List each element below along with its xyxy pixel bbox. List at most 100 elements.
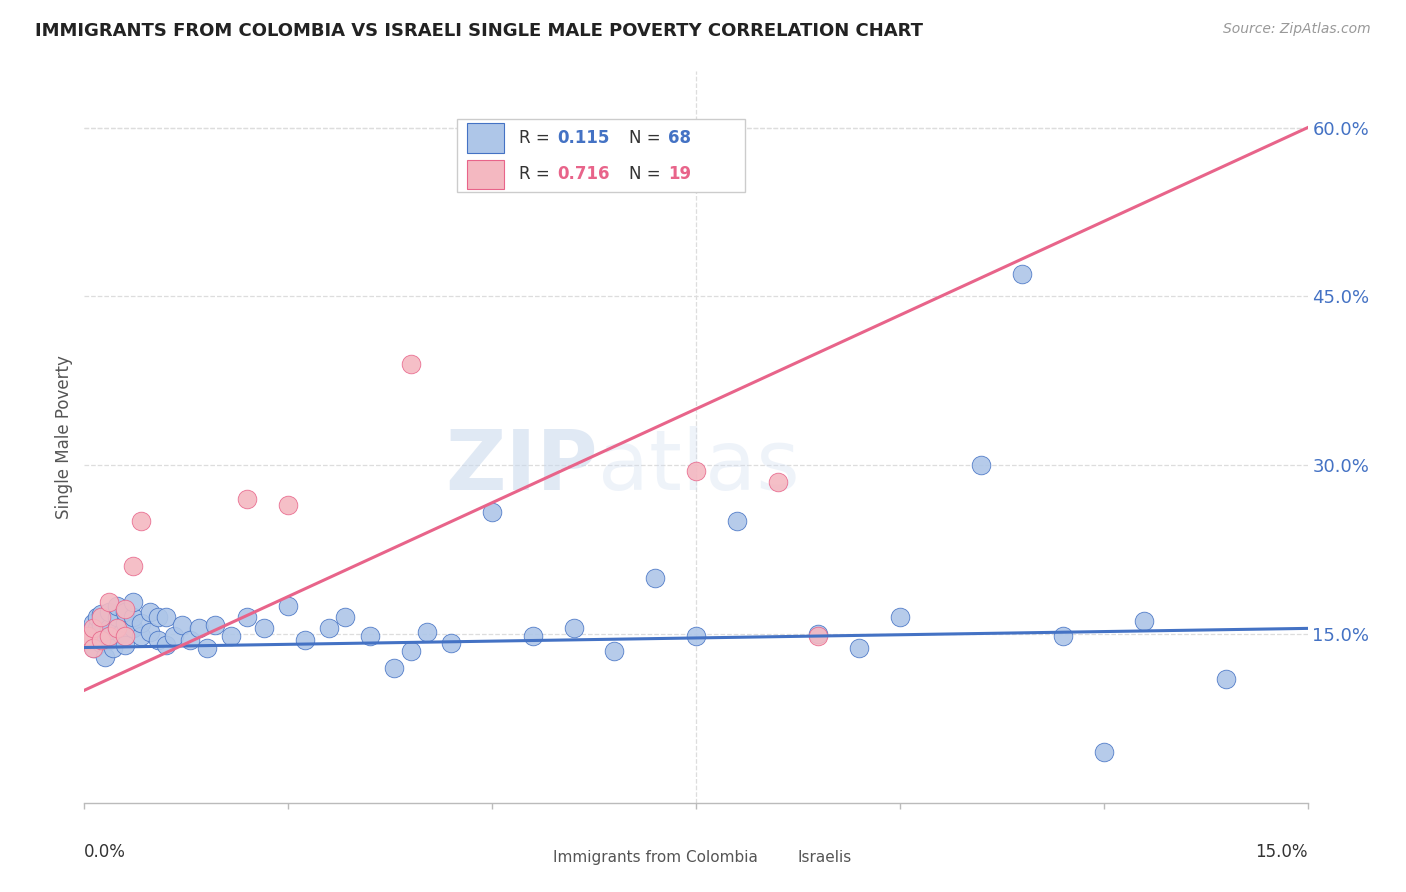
Point bbox=[105, 621, 128, 635]
Point bbox=[440, 636, 463, 650]
Point bbox=[294, 632, 316, 647]
Text: 15.0%: 15.0% bbox=[1256, 843, 1308, 861]
Text: N =: N = bbox=[628, 129, 665, 147]
Point bbox=[236, 491, 259, 506]
Point bbox=[195, 640, 218, 655]
Point bbox=[335, 610, 357, 624]
Point bbox=[399, 357, 422, 371]
Point bbox=[82, 640, 104, 655]
Point bbox=[318, 621, 340, 635]
Point bbox=[1011, 267, 1033, 281]
Text: 0.716: 0.716 bbox=[558, 166, 610, 184]
Point bbox=[76, 632, 98, 647]
Point bbox=[105, 599, 128, 613]
Text: 0.0%: 0.0% bbox=[84, 843, 127, 861]
Text: R =: R = bbox=[519, 166, 554, 184]
Point bbox=[105, 610, 128, 624]
Text: N =: N = bbox=[628, 166, 665, 184]
Point bbox=[86, 610, 108, 624]
Point bbox=[766, 475, 789, 489]
Point bbox=[1092, 745, 1115, 759]
Text: atlas: atlas bbox=[598, 425, 800, 507]
Text: Immigrants from Colombia: Immigrants from Colombia bbox=[553, 850, 758, 865]
Point bbox=[114, 638, 136, 652]
Point bbox=[807, 627, 830, 641]
Point bbox=[163, 629, 186, 643]
Point bbox=[114, 605, 136, 619]
Point bbox=[90, 610, 112, 624]
Point bbox=[82, 633, 104, 648]
Point bbox=[131, 615, 153, 630]
Point bbox=[172, 618, 194, 632]
Point bbox=[97, 595, 120, 609]
Point bbox=[131, 515, 153, 529]
Point bbox=[77, 629, 100, 643]
Point bbox=[82, 621, 104, 635]
Point bbox=[970, 458, 993, 473]
Text: R =: R = bbox=[519, 129, 554, 147]
Point bbox=[97, 632, 120, 647]
Point bbox=[101, 640, 124, 655]
Y-axis label: Single Male Poverty: Single Male Poverty bbox=[55, 355, 73, 519]
Point bbox=[122, 621, 145, 635]
Text: 19: 19 bbox=[668, 166, 690, 184]
Point bbox=[131, 629, 153, 643]
Point bbox=[100, 629, 122, 643]
FancyBboxPatch shape bbox=[457, 119, 745, 192]
Point bbox=[848, 640, 870, 655]
Point bbox=[382, 661, 405, 675]
Point bbox=[277, 599, 299, 613]
Point bbox=[83, 640, 105, 655]
Point bbox=[90, 618, 112, 632]
Point bbox=[114, 615, 136, 630]
Point bbox=[889, 610, 911, 624]
Point bbox=[562, 621, 585, 635]
Point bbox=[219, 629, 242, 643]
Point bbox=[155, 638, 177, 652]
Point bbox=[1133, 614, 1156, 628]
Point bbox=[90, 632, 112, 647]
Text: ZIP: ZIP bbox=[446, 425, 598, 507]
Point bbox=[138, 624, 160, 639]
Point bbox=[93, 649, 115, 664]
FancyBboxPatch shape bbox=[519, 847, 546, 869]
Point bbox=[725, 515, 748, 529]
Point bbox=[204, 618, 226, 632]
Point bbox=[114, 629, 136, 643]
Point bbox=[90, 607, 112, 621]
Text: 68: 68 bbox=[668, 129, 690, 147]
Point bbox=[179, 632, 201, 647]
Point bbox=[146, 632, 169, 647]
Point bbox=[416, 624, 439, 639]
Point bbox=[187, 621, 209, 635]
Point bbox=[277, 498, 299, 512]
FancyBboxPatch shape bbox=[467, 160, 503, 189]
Point bbox=[1215, 672, 1237, 686]
Point bbox=[522, 629, 544, 643]
Point bbox=[138, 605, 160, 619]
Point bbox=[603, 644, 626, 658]
Point bbox=[110, 627, 132, 641]
Point bbox=[86, 621, 108, 635]
Text: IMMIGRANTS FROM COLOMBIA VS ISRAELI SINGLE MALE POVERTY CORRELATION CHART: IMMIGRANTS FROM COLOMBIA VS ISRAELI SING… bbox=[35, 22, 924, 40]
Point bbox=[97, 629, 120, 643]
Point bbox=[122, 595, 145, 609]
Point bbox=[77, 629, 100, 643]
Text: 0.115: 0.115 bbox=[558, 129, 610, 147]
Point bbox=[359, 629, 381, 643]
Point bbox=[97, 605, 120, 619]
Point bbox=[122, 559, 145, 574]
Point bbox=[685, 464, 707, 478]
Point bbox=[644, 571, 666, 585]
Point bbox=[685, 629, 707, 643]
Point bbox=[114, 602, 136, 616]
FancyBboxPatch shape bbox=[763, 847, 790, 869]
Point bbox=[82, 615, 104, 630]
Point bbox=[97, 621, 120, 635]
Point bbox=[79, 624, 101, 639]
Point bbox=[481, 506, 503, 520]
Point bbox=[122, 610, 145, 624]
Point bbox=[1052, 629, 1074, 643]
Point bbox=[90, 636, 112, 650]
Point bbox=[105, 621, 128, 635]
